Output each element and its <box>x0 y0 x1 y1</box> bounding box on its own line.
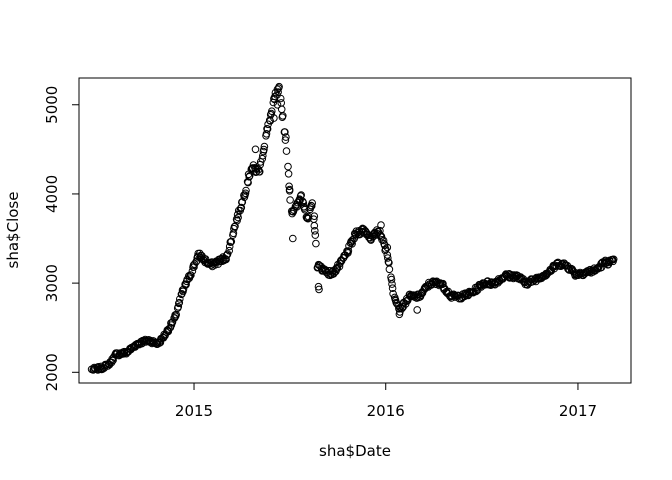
data-point <box>281 136 290 144</box>
data-point <box>182 280 190 289</box>
data-point <box>237 203 246 212</box>
data-point <box>388 284 397 293</box>
data-point <box>361 227 370 235</box>
data-point <box>379 236 388 245</box>
data-point <box>387 275 396 284</box>
data-point <box>284 170 293 178</box>
data-point <box>260 142 269 151</box>
data-point <box>164 327 173 336</box>
data-point <box>314 282 323 291</box>
data-point <box>506 273 515 282</box>
data-point <box>284 162 292 171</box>
data-point <box>168 318 177 326</box>
data-point <box>273 101 282 109</box>
data-point <box>285 185 294 194</box>
data-point <box>308 199 317 207</box>
y-tick-label: 4000 <box>43 175 61 213</box>
data-point <box>310 221 319 230</box>
x-tick-label: 2016 <box>367 402 405 420</box>
data-point <box>251 145 260 154</box>
data-point <box>383 243 392 252</box>
data-point <box>395 310 404 319</box>
data-point <box>310 212 319 220</box>
data-point <box>270 114 278 122</box>
data-point <box>384 254 392 262</box>
data-point <box>380 241 389 250</box>
data-point <box>255 168 264 176</box>
data-point <box>252 167 261 176</box>
data-point <box>225 246 233 255</box>
data-point <box>285 182 293 191</box>
data-point <box>299 198 308 207</box>
data-point <box>233 210 242 219</box>
y-tick-label: 5000 <box>43 86 61 124</box>
data-point <box>609 255 618 264</box>
data-point <box>274 88 282 96</box>
data-point <box>307 202 316 210</box>
y-axis: 2000 3000 4000 5000 <box>43 86 80 391</box>
data-point <box>286 196 294 204</box>
y-axis-label: sha$Close <box>4 192 22 269</box>
data-point <box>225 242 234 251</box>
x-axis: 2015 2016 2017 <box>175 382 597 420</box>
data-point <box>281 128 289 136</box>
data-point <box>175 298 184 307</box>
data-point <box>377 221 385 229</box>
y-tick-label: 2000 <box>43 353 61 391</box>
data-point <box>311 231 320 239</box>
data-point <box>238 198 247 206</box>
data-point <box>413 306 422 314</box>
data-point <box>460 292 469 301</box>
y-tick-label: 3000 <box>43 264 61 302</box>
data-point <box>222 255 230 264</box>
data-point <box>289 234 297 243</box>
data-point <box>244 178 252 187</box>
x-axis-label: sha$Date <box>319 442 391 460</box>
data-point <box>276 94 285 103</box>
data-point <box>258 154 267 163</box>
data-point <box>315 285 323 294</box>
data-point <box>260 145 268 154</box>
data-point <box>344 247 353 255</box>
x-tick-label: 2015 <box>175 402 213 420</box>
data-point <box>275 82 283 91</box>
data-point <box>438 280 447 289</box>
data-point <box>385 265 394 274</box>
data-points <box>87 82 618 374</box>
data-point <box>377 232 386 241</box>
data-point <box>282 133 290 141</box>
data-point <box>282 147 291 155</box>
data-point <box>383 251 392 259</box>
data-point <box>311 227 319 235</box>
data-point <box>233 216 241 225</box>
data-point <box>242 186 250 195</box>
data-point <box>263 125 272 133</box>
data-point <box>279 112 287 120</box>
data-point <box>241 189 250 198</box>
data-point <box>262 130 271 138</box>
data-point <box>439 279 447 288</box>
x-tick-label: 2017 <box>559 402 597 420</box>
data-point <box>188 267 197 275</box>
data-point <box>388 280 396 288</box>
data-point <box>348 240 356 248</box>
data-point <box>268 107 276 115</box>
data-point <box>174 303 183 311</box>
data-point <box>187 271 195 280</box>
data-point <box>312 239 320 248</box>
data-point <box>597 263 606 272</box>
data-point <box>373 226 381 234</box>
data-point <box>176 295 184 303</box>
